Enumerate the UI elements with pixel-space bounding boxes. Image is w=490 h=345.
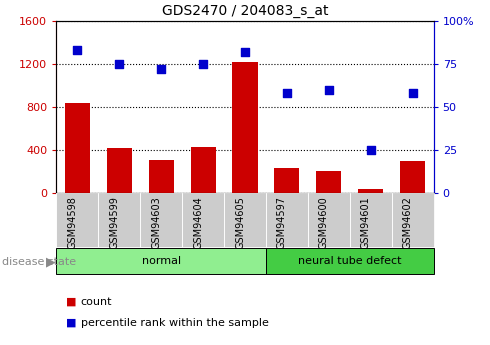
Bar	[308, 193, 350, 247]
Text: GSM94597: GSM94597	[277, 196, 287, 249]
Text: GSM94600: GSM94600	[319, 196, 329, 249]
Bar	[274, 168, 299, 193]
Bar	[98, 193, 140, 247]
Point	[283, 90, 291, 96]
Point	[241, 49, 249, 55]
Title: GDS2470 / 204083_s_at: GDS2470 / 204083_s_at	[162, 4, 328, 18]
Bar	[266, 248, 434, 274]
Text: ■: ■	[66, 297, 76, 307]
Bar	[56, 193, 98, 247]
Text: ▶: ▶	[46, 255, 55, 268]
Text: disease state: disease state	[2, 257, 76, 266]
Point	[409, 90, 416, 96]
Text: ■: ■	[66, 318, 76, 327]
Text: GSM94604: GSM94604	[193, 196, 203, 249]
Bar	[191, 147, 216, 193]
Bar	[140, 193, 182, 247]
Bar	[148, 160, 174, 193]
Text: GSM94603: GSM94603	[151, 196, 161, 249]
Bar	[350, 193, 392, 247]
Point	[325, 87, 333, 92]
Bar	[224, 193, 266, 247]
Text: GSM94601: GSM94601	[361, 196, 371, 249]
Bar	[392, 193, 434, 247]
Point	[367, 147, 375, 153]
Bar	[65, 103, 90, 193]
Bar	[182, 193, 224, 247]
Bar	[107, 148, 132, 193]
Bar	[266, 193, 308, 247]
Text: neural tube defect: neural tube defect	[298, 256, 402, 266]
Bar	[316, 170, 342, 193]
Text: percentile rank within the sample: percentile rank within the sample	[81, 318, 269, 327]
Point	[115, 61, 123, 67]
Bar	[358, 189, 383, 193]
Text: GSM94599: GSM94599	[109, 196, 119, 249]
Point	[199, 61, 207, 67]
Point	[74, 47, 81, 53]
Bar	[56, 248, 266, 274]
Point	[157, 66, 165, 72]
Text: count: count	[81, 297, 112, 307]
Text: GSM94605: GSM94605	[235, 196, 245, 249]
Text: GSM94598: GSM94598	[67, 196, 77, 249]
Text: normal: normal	[142, 256, 181, 266]
Text: GSM94602: GSM94602	[403, 196, 413, 249]
Bar	[232, 62, 258, 193]
Bar	[400, 161, 425, 193]
